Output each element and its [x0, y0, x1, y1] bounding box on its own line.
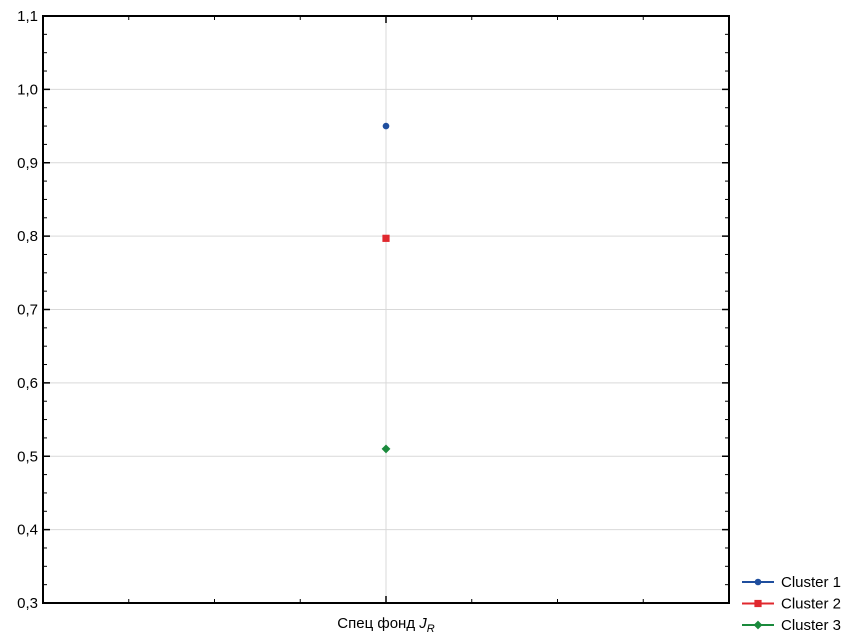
y-tick-label: 0,9 — [17, 155, 38, 172]
y-tick-label: 0,7 — [17, 302, 38, 319]
data-point-cluster-3 — [381, 444, 391, 454]
legend: Cluster 1 Cluster 2 Cluster 3 — [742, 574, 841, 634]
legend-marker-cluster-3 — [753, 620, 763, 630]
legend-label-cluster-1: Cluster 1 — [781, 574, 841, 591]
y-tick-label: 0,6 — [17, 375, 38, 392]
y-tick-label: 0,8 — [17, 228, 38, 245]
x-axis-label-italic: J — [418, 615, 427, 632]
grid — [43, 16, 729, 603]
x-axis-label-main: Спец фонд — [337, 615, 419, 632]
legend-marker-cluster-1 — [754, 578, 762, 586]
y-tick-label: 1,1 — [17, 8, 38, 25]
x-axis-label: Спец фонд JR — [337, 615, 434, 635]
y-tick-label: 1,0 — [17, 81, 38, 98]
x-axis-label-subscript: R — [427, 623, 435, 635]
y-axis: 0,3 0,4 0,5 0,6 0,7 0,8 0,9 1,0 1,1 — [17, 8, 729, 612]
y-tick-label: 0,4 — [17, 522, 38, 539]
y-tick-label: 0,3 — [17, 595, 38, 612]
legend-label-cluster-2: Cluster 2 — [781, 596, 841, 613]
data-points — [381, 122, 391, 454]
data-point-cluster-2 — [382, 234, 390, 242]
legend-marker-cluster-2 — [754, 599, 762, 608]
plot-frame — [42, 15, 730, 604]
y-tick-label: 0,5 — [17, 448, 38, 465]
data-point-cluster-1 — [382, 122, 390, 130]
legend-label-cluster-3: Cluster 3 — [781, 617, 841, 634]
